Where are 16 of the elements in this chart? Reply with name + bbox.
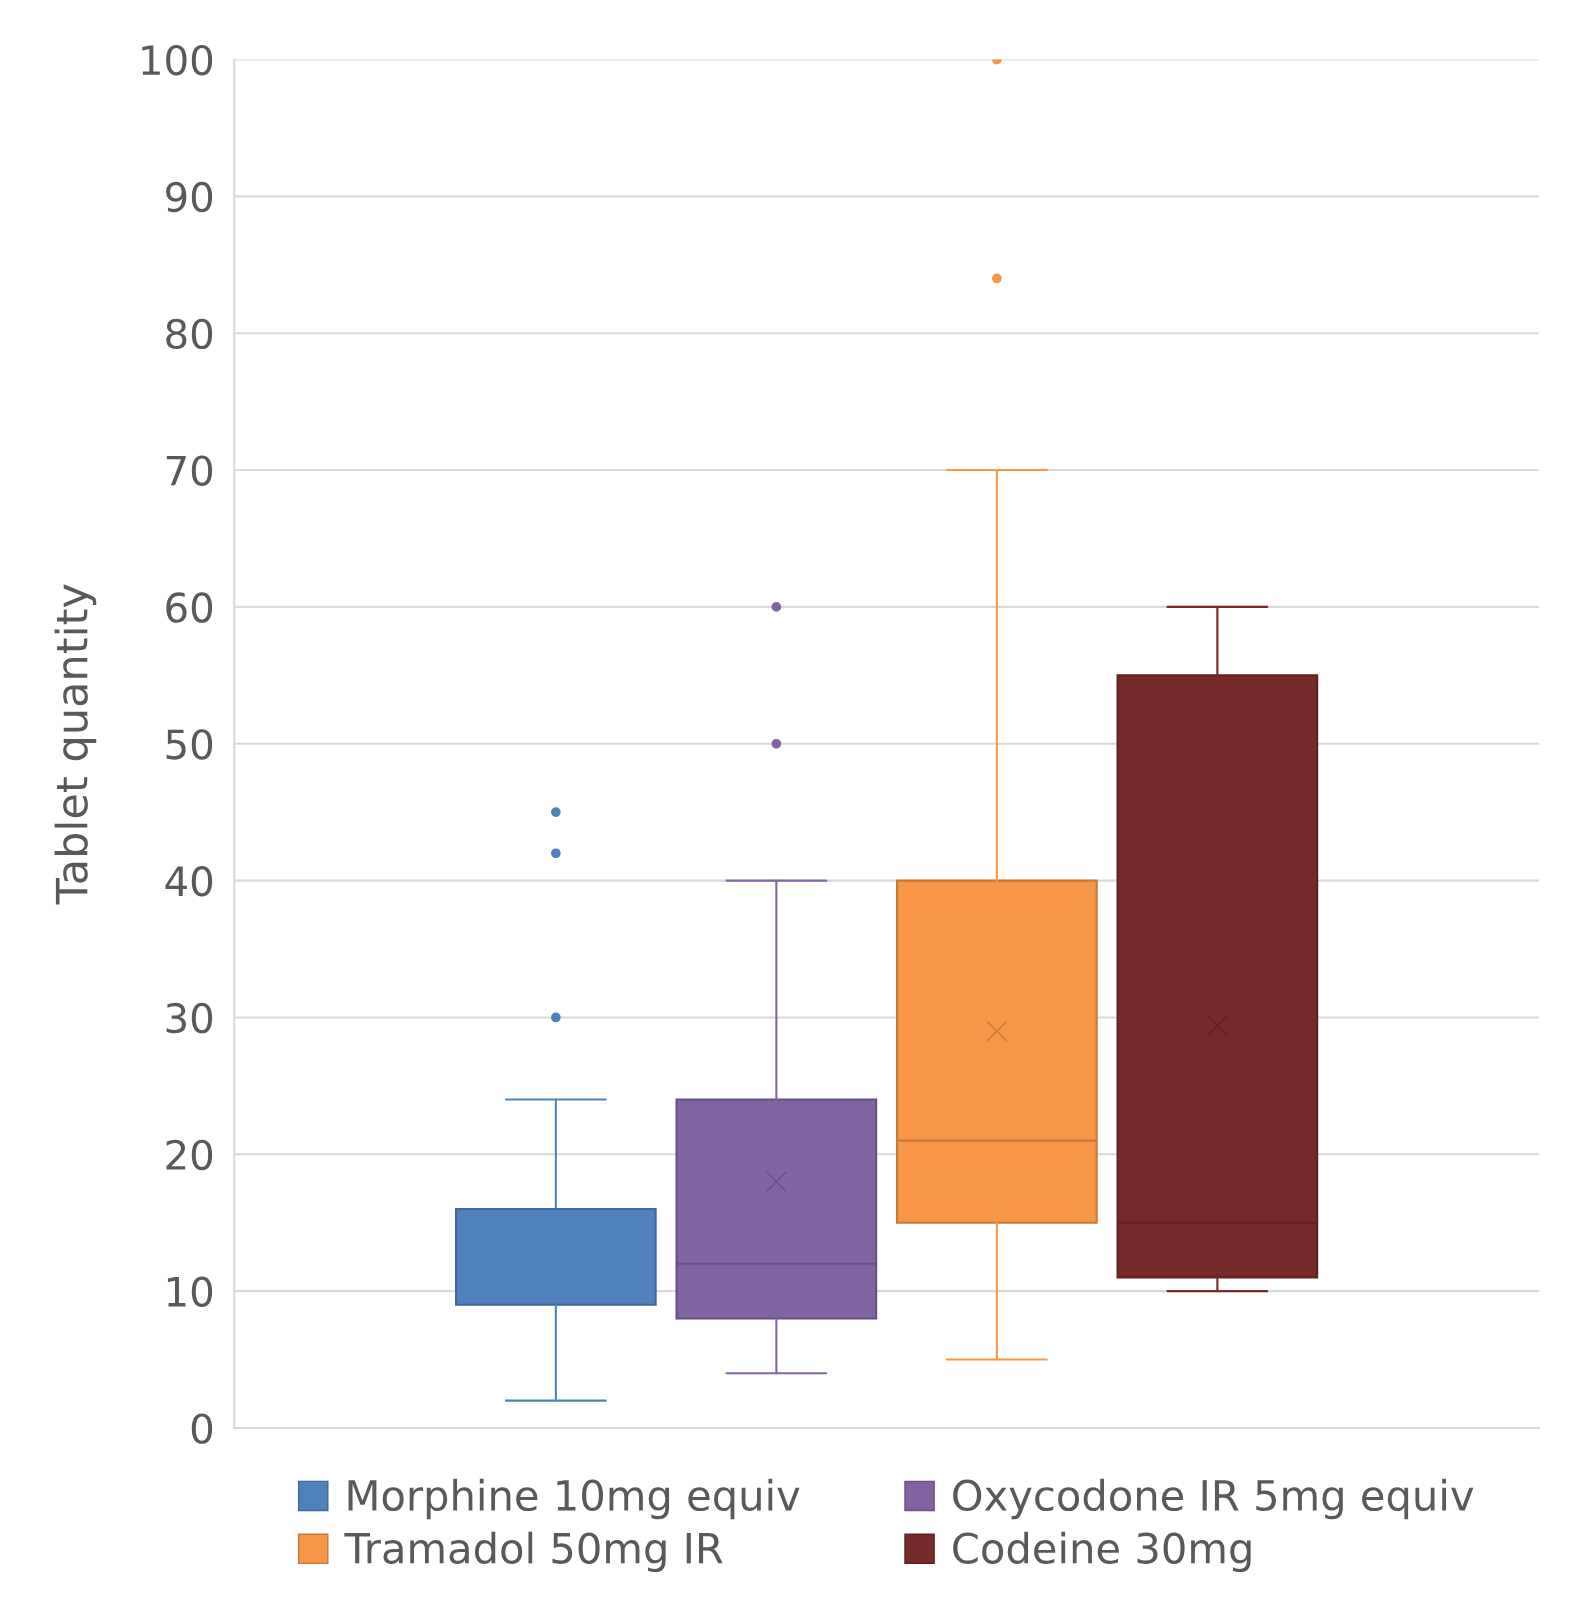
y-axis-title: Tablet quantity <box>54 584 97 905</box>
legend-label: Tramadol 50mg IR <box>344 1531 723 1573</box>
y-tick-label: 100 <box>142 44 213 76</box>
legend-label: Morphine 10mg equiv <box>348 1478 800 1520</box>
y-tick-label: 30 <box>166 1002 213 1034</box>
y-tick-label: 50 <box>166 729 213 760</box>
y-tick-label: 10 <box>167 1276 213 1308</box>
y-tick-label: 40 <box>165 866 213 897</box>
y-tick-label: 60 <box>166 592 213 623</box>
y-tick-label: 20 <box>166 1139 213 1171</box>
y-tick-label: 80 <box>166 318 213 350</box>
y-tick-label: 90 <box>166 181 213 213</box>
y-tick-label: 0 <box>191 1413 213 1444</box>
legend-label: Codeine 30mg <box>953 1531 1251 1573</box>
legend-label: Oxycodone IR 5mg equiv <box>953 1478 1474 1520</box>
y-tick-label: 70 <box>166 455 213 486</box>
